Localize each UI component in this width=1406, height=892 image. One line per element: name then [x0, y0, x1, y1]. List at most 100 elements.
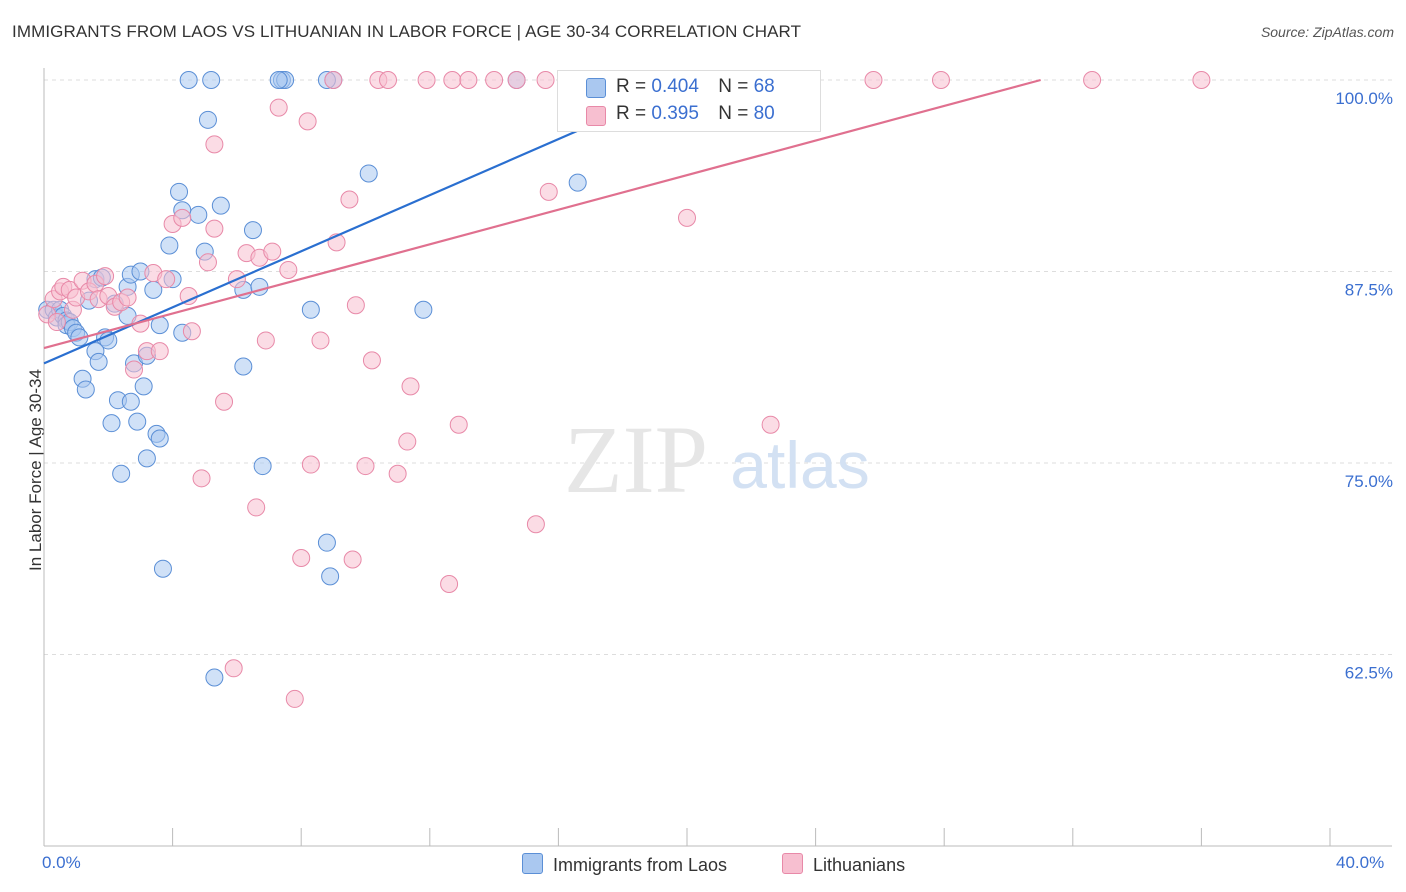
- laos-point: [253, 457, 272, 476]
- lithuanian-point: [269, 98, 288, 117]
- laos-point: [134, 377, 153, 396]
- laos-point: [301, 300, 320, 319]
- y-tick-label: 62.5%: [1345, 664, 1393, 683]
- lithuanian-point: [440, 575, 459, 594]
- lithuanian-point: [173, 208, 192, 227]
- laos-point: [179, 71, 198, 89]
- x-tick-label-max: 40.0%: [1336, 853, 1385, 872]
- laos-point: [137, 449, 156, 468]
- laos-point: [321, 567, 340, 586]
- bottom-legend-lithuanians: Lithuanians: [782, 853, 905, 876]
- laos-point: [414, 300, 433, 319]
- chart-title: IMMIGRANTS FROM LAOS VS LITHUANIAN IN LA…: [12, 22, 802, 41]
- lithuanian-point: [388, 464, 407, 483]
- source-label: Source: ZipAtlas.com: [1260, 24, 1394, 40]
- axes: [43, 68, 1392, 847]
- bottom-legend-laos: Immigrants from Laos: [522, 853, 727, 876]
- lithuanian-point: [526, 515, 545, 534]
- lithuanian-point: [443, 71, 462, 89]
- y-tick-label: 87.5%: [1345, 281, 1393, 300]
- lithuanian-point: [150, 342, 169, 361]
- legend-row-laos: R = 0.404 N = 68: [616, 76, 775, 98]
- lithuanian-point: [298, 112, 317, 131]
- lithuanian-point: [340, 190, 359, 209]
- lithuanian-point: [864, 71, 883, 89]
- bottom-legend-label-laos: Immigrants from Laos: [553, 855, 728, 875]
- lithuanian-point: [118, 288, 137, 307]
- lithuanian-point: [1083, 71, 1102, 89]
- legend-row-lithuanians: R = 0.395 N = 80: [616, 103, 775, 125]
- legend-box: R = 0.404 N = 68 R = 0.395 N = 80: [557, 70, 821, 132]
- lithuanian-point: [96, 267, 115, 286]
- lithuanian-point: [292, 548, 311, 567]
- lithuanian-point: [362, 351, 381, 370]
- lithuanian-point: [198, 253, 217, 272]
- lithuanian-point: [256, 331, 275, 350]
- watermark: ZIP atlas: [564, 406, 870, 513]
- y-tick-labels: 62.5% 75.0% 87.5% 100.0%: [1335, 89, 1393, 683]
- bottom-legend-swatch-laos: [522, 853, 543, 874]
- lithuanian-point: [536, 71, 555, 89]
- legend-swatch-laos: [586, 78, 606, 98]
- lithuanian-point: [539, 182, 558, 201]
- laos-point: [170, 182, 189, 201]
- laos-point: [153, 559, 172, 578]
- legend-n-label: N =: [718, 76, 749, 97]
- laos-point: [269, 71, 288, 89]
- y-tick-label: 75.0%: [1345, 472, 1393, 491]
- lithuanian-point: [485, 71, 504, 89]
- legend-n-value: 80: [753, 103, 775, 124]
- x-tick-label-min: 0.0%: [42, 853, 81, 872]
- lithuanian-point: [157, 270, 176, 289]
- legend-swatch-lithuanians: [586, 106, 606, 126]
- lithuanian-point: [285, 689, 304, 708]
- lithuanian-point: [279, 260, 298, 279]
- lithuanian-point: [678, 208, 696, 227]
- legend-n-label: N =: [718, 103, 749, 124]
- laos-point: [160, 236, 179, 255]
- lithuanian-point: [205, 219, 224, 238]
- laos-point: [102, 414, 121, 433]
- lithuanian-point: [311, 331, 330, 350]
- lithuanian-point: [507, 71, 526, 89]
- lithuanian-point: [182, 322, 201, 341]
- lithuanian-point: [401, 377, 420, 396]
- laos-point: [128, 412, 147, 431]
- bottom-legend-swatch-lithuanians: [782, 853, 803, 874]
- laos-point: [243, 221, 262, 240]
- laos-point: [76, 380, 95, 399]
- data-points: [38, 71, 1211, 708]
- y-tick-label: 100.0%: [1335, 89, 1393, 108]
- laos-point: [121, 392, 140, 411]
- lithuanian-point: [224, 659, 243, 678]
- lithuanian-point: [247, 498, 266, 517]
- lithuanian-point: [125, 360, 144, 379]
- lithuanian-point: [379, 71, 398, 89]
- watermark-atlas: atlas: [730, 428, 869, 502]
- legend-r-label: R =: [616, 103, 647, 124]
- lithuanian-point: [356, 457, 375, 476]
- laos-point: [112, 464, 131, 483]
- lithuanian-point: [346, 296, 365, 315]
- bottom-legend-label-lithuanians: Lithuanians: [813, 855, 906, 875]
- laos-point: [189, 205, 208, 224]
- laos-point: [150, 429, 169, 448]
- laos-point: [234, 357, 253, 376]
- lithuanian-point: [761, 415, 780, 434]
- lithuanian-point: [192, 469, 211, 488]
- lithuanian-point: [1192, 71, 1211, 89]
- laos-point: [211, 196, 230, 215]
- lithuanian-point: [417, 71, 436, 89]
- laos-point: [89, 352, 108, 371]
- lithuanian-point: [459, 71, 478, 89]
- legend-n-value: 68: [753, 76, 775, 97]
- legend-r-value: 0.395: [651, 103, 699, 124]
- laos-point: [359, 164, 378, 183]
- laos-point: [205, 668, 224, 687]
- lithuanian-point: [324, 71, 343, 89]
- laos-point: [198, 110, 217, 129]
- lithuanian-point: [398, 432, 417, 451]
- lithuanian-point: [343, 550, 362, 569]
- laos-point: [202, 71, 221, 89]
